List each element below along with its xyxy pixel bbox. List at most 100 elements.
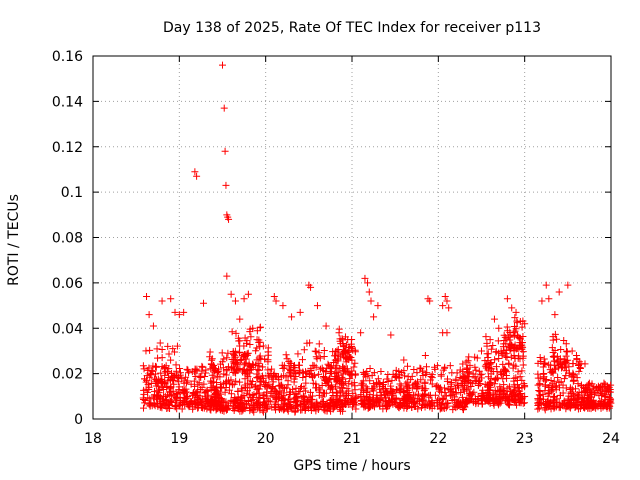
data-point bbox=[150, 387, 158, 395]
data-point bbox=[313, 384, 321, 392]
data-point bbox=[491, 356, 499, 364]
data-point bbox=[225, 386, 233, 394]
data-point bbox=[213, 384, 221, 392]
data-point bbox=[463, 398, 471, 406]
data-point bbox=[247, 365, 255, 373]
data-point bbox=[576, 400, 584, 408]
data-point bbox=[149, 322, 157, 330]
data-point bbox=[207, 360, 215, 368]
data-point bbox=[381, 394, 389, 402]
data-point bbox=[443, 377, 451, 385]
data-point bbox=[360, 388, 368, 396]
data-point bbox=[300, 346, 308, 354]
x-tick-label: 22 bbox=[429, 431, 447, 447]
data-point bbox=[253, 385, 261, 393]
data-point bbox=[413, 369, 421, 377]
data-point bbox=[169, 376, 177, 384]
data-point bbox=[408, 403, 416, 411]
data-point bbox=[374, 375, 382, 383]
data-point bbox=[606, 397, 614, 405]
data-point bbox=[298, 406, 306, 414]
data-point bbox=[180, 308, 188, 316]
data-point bbox=[282, 351, 290, 359]
data-point bbox=[272, 297, 280, 305]
data-point bbox=[167, 356, 175, 364]
data-point bbox=[268, 373, 276, 381]
data-point bbox=[448, 396, 456, 404]
y-tick-label: 0.02 bbox=[52, 367, 83, 383]
data-point bbox=[341, 333, 349, 341]
data-point bbox=[192, 393, 200, 401]
data-point bbox=[465, 395, 473, 403]
data-point bbox=[233, 358, 241, 366]
data-point bbox=[301, 402, 309, 410]
data-point bbox=[431, 363, 439, 371]
data-point bbox=[194, 381, 202, 389]
data-point bbox=[569, 395, 577, 403]
data-point bbox=[253, 327, 261, 335]
data-point bbox=[184, 392, 192, 400]
data-point bbox=[352, 370, 360, 378]
data-point bbox=[244, 379, 252, 387]
data-point bbox=[153, 345, 161, 353]
data-point bbox=[256, 393, 264, 401]
data-point bbox=[516, 335, 524, 343]
data-point bbox=[500, 370, 508, 378]
data-point bbox=[490, 315, 498, 323]
data-point bbox=[248, 381, 255, 389]
data-point bbox=[322, 322, 330, 330]
data-point bbox=[265, 397, 273, 405]
data-point bbox=[547, 361, 555, 369]
data-point bbox=[246, 407, 254, 415]
data-point bbox=[325, 362, 333, 370]
data-point bbox=[500, 336, 508, 344]
data-point bbox=[583, 391, 591, 399]
data-point bbox=[216, 360, 224, 368]
data-point bbox=[400, 356, 408, 364]
data-point bbox=[229, 369, 237, 377]
data-point bbox=[550, 357, 558, 365]
data-point bbox=[142, 347, 150, 355]
data-point bbox=[412, 402, 420, 410]
data-point bbox=[555, 402, 563, 410]
data-point bbox=[516, 373, 524, 381]
data-point bbox=[235, 337, 243, 345]
data-point bbox=[347, 343, 355, 351]
data-point bbox=[474, 399, 482, 407]
data-point bbox=[266, 370, 274, 378]
data-point bbox=[300, 397, 308, 405]
data-point bbox=[232, 329, 240, 337]
data-point bbox=[254, 365, 262, 373]
data-point bbox=[493, 368, 501, 376]
data-point bbox=[208, 401, 216, 409]
data-point bbox=[230, 396, 238, 404]
data-point bbox=[160, 378, 168, 386]
data-point bbox=[465, 368, 473, 376]
data-point bbox=[449, 406, 457, 414]
data-point bbox=[253, 370, 261, 378]
data-point bbox=[518, 384, 526, 392]
data-point bbox=[208, 371, 216, 379]
data-point bbox=[176, 400, 184, 408]
data-point bbox=[575, 367, 583, 375]
data-point bbox=[514, 368, 522, 376]
data-point bbox=[175, 402, 183, 410]
data-point bbox=[168, 369, 176, 377]
data-point bbox=[191, 368, 199, 376]
data-point bbox=[573, 356, 581, 364]
data-point bbox=[332, 395, 340, 403]
data-point bbox=[395, 387, 403, 395]
data-point bbox=[441, 292, 449, 300]
data-point bbox=[508, 304, 516, 312]
data-point bbox=[235, 402, 243, 410]
data-point bbox=[335, 377, 343, 385]
data-point bbox=[148, 367, 156, 375]
data-point bbox=[455, 384, 463, 392]
data-point bbox=[172, 396, 180, 404]
data-point bbox=[241, 397, 249, 405]
data-point bbox=[555, 378, 563, 386]
data-point bbox=[207, 386, 215, 394]
data-point bbox=[469, 370, 477, 378]
data-point bbox=[485, 395, 493, 403]
